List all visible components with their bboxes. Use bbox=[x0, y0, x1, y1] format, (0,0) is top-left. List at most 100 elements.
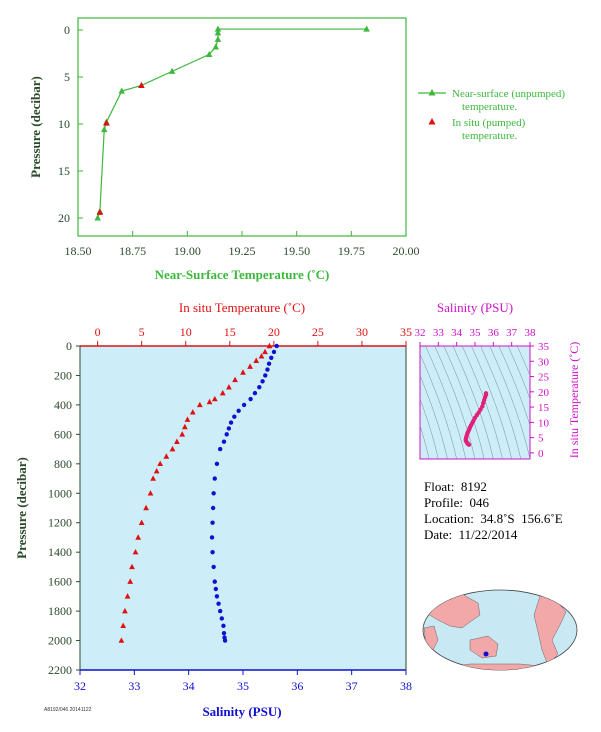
temperature-point bbox=[122, 607, 128, 614]
pressure-tick-label: 1400 bbox=[48, 545, 72, 559]
temperature-tick-label: 30 bbox=[356, 325, 368, 339]
salinity-point bbox=[236, 408, 241, 413]
float-location: Location: 34.8˚S 156.6˚E bbox=[424, 511, 563, 526]
salinity-tick-label: 34 bbox=[183, 679, 195, 693]
near-surface-point bbox=[205, 50, 213, 57]
salinity-point bbox=[211, 564, 216, 570]
in-situ-point bbox=[138, 81, 145, 88]
temperature-point bbox=[143, 504, 149, 511]
salinity-tick-label: 33 bbox=[128, 679, 140, 693]
pressure-tick-label: 1000 bbox=[48, 486, 72, 500]
temperature-point bbox=[189, 409, 196, 415]
near-surface-x-tick-label: 19.25 bbox=[229, 244, 256, 258]
salinity-point bbox=[217, 446, 223, 452]
legend-pumped-label-1: In situ (pumped) bbox=[452, 117, 526, 129]
density-contour bbox=[434, 346, 476, 459]
temperature-point bbox=[179, 431, 186, 437]
near-surface-x-label: Near-Surface Temperature (˚C) bbox=[155, 267, 330, 282]
salinity-point bbox=[257, 385, 262, 390]
pressure-tick-label: 200 bbox=[54, 368, 72, 382]
salinity-axis-ticks: 32 33 34 35 36 37 38 bbox=[74, 670, 412, 693]
temperature-tick-label: 35 bbox=[400, 325, 412, 339]
profile-plot-frame bbox=[80, 346, 406, 670]
float-location-marker bbox=[483, 651, 489, 657]
near-surface-marks bbox=[94, 25, 370, 221]
temperature-point bbox=[253, 357, 260, 363]
profile-y-label: Pressure (decibar) bbox=[14, 457, 29, 559]
ts-panel: 32 33 34 35 36 37 38 0 5 10 15 20 25 30 35 Salinity (… bbox=[415, 300, 582, 460]
temperature-point bbox=[196, 401, 203, 408]
temperature-point bbox=[157, 460, 164, 467]
near-surface-y-tick-label: 10 bbox=[58, 117, 70, 131]
density-contour bbox=[471, 346, 512, 459]
pressure-tick-label: 800 bbox=[54, 457, 72, 471]
density-contour bbox=[507, 346, 530, 400]
ts-x-tick-label: 32 bbox=[415, 327, 426, 339]
salinity-point bbox=[209, 535, 215, 540]
salinity-point bbox=[265, 367, 270, 372]
near-surface-x-ticks: 18.50 18.75 19.00 19.25 19.50 19.75 20.00 bbox=[65, 231, 420, 258]
salinity-point bbox=[221, 623, 226, 629]
near-surface-point bbox=[363, 25, 370, 32]
temperature-point bbox=[181, 423, 188, 430]
temperature-point bbox=[232, 376, 238, 383]
near-surface-panel: 18.50 18.75 19.00 19.25 19.50 19.75 20.00 0 5 10… bbox=[28, 17, 565, 282]
near-surface-y-tick-label: 5 bbox=[64, 70, 70, 84]
temperature-point bbox=[262, 348, 268, 355]
density-contour bbox=[420, 353, 457, 459]
near-surface-x-tick-label: 19.50 bbox=[283, 244, 310, 258]
ts-x-tick-label: 38 bbox=[525, 327, 537, 339]
legend-pumped-label-2: temperature. bbox=[462, 130, 518, 142]
salinity-tick-label: 36 bbox=[291, 679, 303, 693]
temperature-point bbox=[226, 384, 232, 390]
temperature-point bbox=[127, 578, 134, 584]
density-contour bbox=[461, 346, 503, 459]
salinity-point bbox=[232, 414, 237, 419]
temperature-tick-label: 0 bbox=[95, 325, 101, 339]
ts-y-tick-label: 15 bbox=[538, 402, 550, 414]
salinity-point bbox=[211, 491, 216, 496]
salinity-point bbox=[252, 390, 258, 396]
near-surface-y-tick-label: 15 bbox=[58, 164, 70, 178]
salinity-point bbox=[260, 379, 265, 384]
salinity-point bbox=[216, 601, 221, 606]
pressure-tick-label: 600 bbox=[54, 427, 72, 441]
legend-unpumped-label-2: temperature. bbox=[462, 101, 518, 113]
near-surface-point bbox=[214, 29, 222, 36]
ts-point bbox=[466, 442, 472, 447]
density-contour bbox=[480, 346, 522, 459]
float-number: Float: 8192 bbox=[424, 479, 487, 494]
near-surface-x-tick-label: 19.75 bbox=[338, 244, 365, 258]
map-land-antarctica bbox=[439, 663, 561, 670]
temperature-point bbox=[266, 342, 273, 349]
temperature-point bbox=[150, 475, 157, 481]
ts-plot-frame bbox=[419, 345, 531, 460]
salinity-point bbox=[214, 461, 220, 467]
temperature-tick-label: 10 bbox=[180, 325, 192, 339]
ts-y-tick-label: 30 bbox=[538, 356, 550, 368]
salinity-point bbox=[228, 420, 234, 425]
near-surface-y-ticks: 0 5 10 15 20 bbox=[58, 23, 83, 225]
temperature-point bbox=[163, 453, 170, 459]
pressure-tick-label: 1200 bbox=[48, 516, 72, 530]
near-surface-point bbox=[94, 214, 101, 221]
salinity-point bbox=[221, 439, 227, 444]
near-surface-legend: Near-surface (unpumped) temperature. In … bbox=[418, 88, 565, 142]
legend-unpumped-label-1: Near-surface (unpumped) bbox=[452, 88, 565, 100]
salinity-point bbox=[212, 476, 217, 481]
temperature-point bbox=[174, 438, 180, 444]
temperature-point bbox=[258, 353, 265, 359]
near-surface-point bbox=[101, 126, 108, 133]
ts-x-tick-label: 33 bbox=[433, 327, 445, 339]
near-surface-y-label: Pressure (decibar) bbox=[28, 76, 43, 178]
location-map bbox=[422, 589, 578, 671]
density-contour bbox=[498, 346, 530, 427]
salinity-axis-label: Salinity (PSU) bbox=[202, 704, 281, 719]
ts-x-tick-label: 34 bbox=[451, 327, 463, 339]
temperature-point bbox=[240, 369, 246, 375]
map-land-australia bbox=[469, 635, 499, 659]
temperature-point bbox=[169, 445, 176, 452]
pressure-tick-label: 1800 bbox=[48, 604, 72, 618]
salinity-point bbox=[219, 616, 225, 621]
salinity-profile-series bbox=[209, 343, 279, 643]
